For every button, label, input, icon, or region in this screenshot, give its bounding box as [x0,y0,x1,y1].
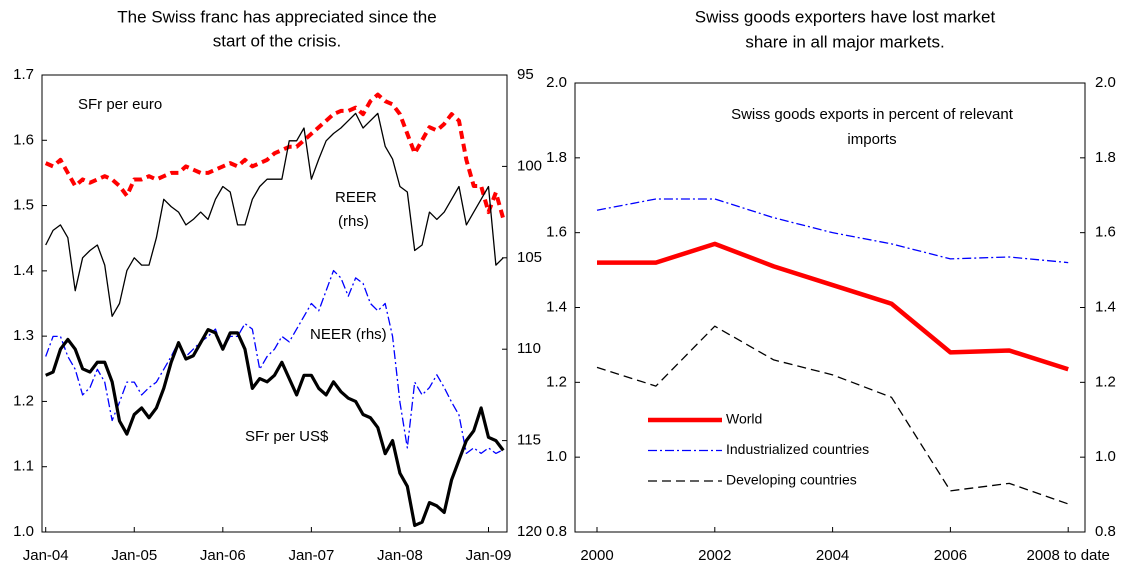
y2-tick-label: 0.8 [1095,523,1116,540]
y-tick-label: 1.3 [13,327,34,344]
y-tick-label: 1.1 [13,458,34,475]
series-line [596,198,1069,264]
series-line [44,92,506,220]
y-tick-label: 1.4 [13,262,34,279]
y2-tick-label: 100 [517,157,542,174]
y-tick-label: 1.0 [546,448,567,465]
y2-tick-label: 105 [517,249,542,266]
y2-tick-label: 1.0 [1095,448,1116,465]
y2-tick-label: 115 [517,432,541,449]
chart-title: start of the crisis. [213,31,341,50]
x-tick-label: Jan-09 [466,547,512,564]
annotation: Swiss goods exports in percent of releva… [731,106,1014,123]
legend-label: Industrialized countries [726,441,869,457]
y2-tick-label: 1.6 [1095,224,1116,241]
annotation: (rhs) [338,213,369,230]
legend-label: World [726,411,762,427]
y2-tick-label: 120 [517,523,542,540]
chart-title: Swiss goods exporters have lost market [695,7,996,26]
x-tick-label: 2008 to date [1026,547,1109,564]
y2-tick-label: 1.2 [1095,373,1116,390]
y2-tick-label: 2.0 [1095,74,1116,91]
y2-tick-label: 1.4 [1095,298,1116,315]
annotation: imports [847,131,896,148]
series-line [45,112,504,317]
y2-tick-label: 95 [517,66,534,83]
x-tick-label: 2000 [580,547,613,564]
series-line [597,241,1069,372]
chart-title: share in all major markets. [745,32,944,51]
x-tick-label: Jan-07 [288,547,334,564]
y-tick-label: 1.2 [546,373,567,390]
chart-title: The Swiss franc has appreciated since th… [117,7,436,26]
y-tick-label: 1.7 [13,66,34,83]
y2-tick-label: 1.8 [1095,149,1116,166]
x-tick-label: Jan-08 [377,547,423,564]
series-label: SFr per US$ [245,428,329,445]
plot-frame [41,74,508,533]
y-tick-label: 2.0 [546,74,567,91]
y-tick-label: 1.5 [13,197,34,214]
y-tick-label: 1.6 [546,224,567,241]
y-tick-label: 1.0 [13,523,34,540]
series-label: SFr per euro [78,96,162,113]
y-tick-label: 1.8 [546,149,567,166]
legend-label: Developing countries [726,472,857,488]
series-label: REER [335,189,377,206]
series-line [45,269,504,455]
y-tick-label: 0.8 [546,523,567,540]
x-tick-label: Jan-04 [23,547,69,564]
y2-tick-label: 110 [517,340,541,357]
plot-frame [574,82,1086,533]
series-label: NEER (rhs) [310,326,387,343]
x-tick-label: 2006 [934,547,967,564]
x-tick-label: Jan-06 [200,547,246,564]
y-tick-label: 1.4 [546,298,567,315]
series-line [596,325,1069,505]
x-tick-label: 2002 [698,547,731,564]
x-tick-label: Jan-05 [111,547,157,564]
x-tick-label: 2004 [816,547,849,564]
y-tick-label: 1.2 [13,392,34,409]
series-line [45,328,505,528]
y-tick-label: 1.6 [13,131,34,148]
